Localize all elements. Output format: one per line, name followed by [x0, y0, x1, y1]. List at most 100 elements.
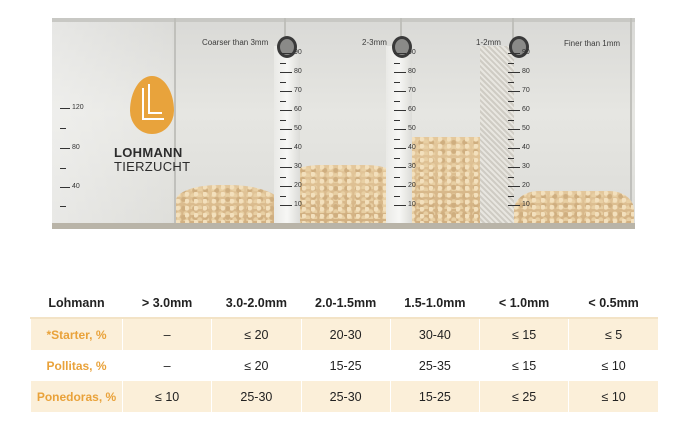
table-cell: ≤ 25 [478, 381, 569, 412]
scale-label: 70 [294, 87, 302, 94]
scale-minor-tick [508, 81, 514, 83]
compartment-label: 1-2mm [476, 38, 501, 47]
scale-minor-tick [508, 138, 514, 140]
row-label: *Starter, % [30, 318, 123, 350]
scale-label: 90 [408, 49, 416, 56]
measuring-tube-mesh [480, 46, 514, 223]
scale-label: 20 [408, 182, 416, 189]
scale-minor-tick [394, 157, 400, 159]
table-cell: 15-25 [389, 381, 480, 412]
scale-minor-tick [508, 119, 514, 121]
scale-tick [508, 110, 520, 111]
scale-tick [280, 110, 292, 111]
scale-minor-tick [508, 176, 514, 178]
column-header: Lohmann [30, 288, 123, 319]
table-cell: 30-40 [389, 318, 480, 350]
table-cell: 20-30 [300, 318, 391, 350]
scale-minor-tick [508, 62, 514, 64]
scale-tick [508, 186, 520, 187]
scale-minor-tick [508, 157, 514, 159]
table-cell: 25-30 [211, 381, 301, 412]
scale-tick [508, 129, 520, 130]
scale-tick [508, 72, 520, 73]
column-header: > 3.0mm [121, 288, 212, 319]
box-bottom-frame [52, 223, 635, 229]
scale-label: 50 [294, 125, 302, 132]
scale-tick [280, 53, 292, 54]
scale-label: 80 [294, 68, 302, 75]
table-row: Pollitas, % – ≤ 20 15-25 25-35 ≤ 15 ≤ 10 [30, 350, 658, 381]
table-cell: – [121, 350, 212, 381]
divider-wall [630, 18, 632, 229]
lohmann-logo-icon [130, 76, 174, 134]
table-cell: – [121, 318, 212, 350]
scale-tick [394, 129, 406, 130]
column-header: 2.0-1.5mm [300, 288, 391, 319]
scale-tick [508, 91, 520, 92]
compartment-label: Finer than 1mm [564, 39, 621, 48]
tube-handle-icon [392, 36, 412, 58]
scale-tick [394, 148, 406, 149]
table-cell: 15-25 [300, 350, 391, 381]
table-cell: 25-35 [389, 350, 480, 381]
table-cell: ≤ 10 [568, 350, 658, 381]
scale-tick [394, 186, 406, 187]
scale-label: 40 [408, 144, 416, 151]
scale-label: 70 [408, 87, 416, 94]
divider-wall [174, 18, 176, 229]
scale-tick [394, 72, 406, 73]
scale-label: 50 [522, 125, 530, 132]
table-cell: 25-30 [300, 381, 391, 412]
scale-minor-tick [394, 195, 400, 197]
compartment-label: Coarser than 3mm [202, 38, 269, 47]
row-label: Pollitas, % [30, 350, 123, 381]
scale-minor-tick [394, 138, 400, 140]
scale-minor-tick [280, 81, 286, 83]
scale-minor-tick [280, 100, 286, 102]
scale-tick [394, 205, 406, 206]
tube-handle-icon [509, 36, 529, 58]
scale-tick [280, 205, 292, 206]
scale-tick [394, 167, 406, 168]
column-header: < 1.0mm [478, 288, 569, 319]
feed-pile-fine [514, 191, 634, 223]
scale-label: 90 [294, 49, 302, 56]
scale-minor-tick [508, 100, 514, 102]
table-cell: ≤ 15 [478, 350, 569, 381]
scale-label: 70 [522, 87, 530, 94]
table-cell: ≤ 20 [211, 318, 301, 350]
scale-label: 30 [408, 163, 416, 170]
scale-label: 40 [522, 144, 530, 151]
scale-label: 90 [522, 49, 530, 56]
scale-minor-tick [394, 119, 400, 121]
scale-minor-tick [280, 119, 286, 121]
scale-label: 80 [522, 68, 530, 75]
particle-size-table: Lohmann > 3.0mm 3.0-2.0mm 2.0-1.5mm 1.5-… [30, 288, 658, 412]
feed-pile-2-3mm [284, 165, 402, 223]
table-cell: ≤ 10 [568, 381, 658, 412]
scale-label: 40 [294, 144, 302, 151]
column-header: < 0.5mm [568, 288, 658, 319]
scale-minor-tick [394, 176, 400, 178]
scale-label: 20 [522, 182, 530, 189]
scale-tick [280, 167, 292, 168]
scale-label: 20 [294, 182, 302, 189]
scale-tick [508, 167, 520, 168]
brand-subname: TIERZUCHT [114, 159, 191, 174]
scale-tick [280, 72, 292, 73]
tube-handle-icon [277, 36, 297, 58]
scale-label: 10 [408, 201, 416, 208]
table-row: *Starter, % – ≤ 20 20-30 30-40 ≤ 15 ≤ 5 [30, 318, 658, 350]
scale-tick [394, 91, 406, 92]
row-label: Ponedoras, % [30, 381, 123, 412]
table-cell: ≤ 10 [121, 381, 212, 412]
scale-label: 50 [408, 125, 416, 132]
table-cell: ≤ 20 [211, 350, 301, 381]
scale-minor-tick [394, 81, 400, 83]
scale-tick [280, 91, 292, 92]
table-cell: ≤ 15 [478, 318, 569, 350]
scale-tick [394, 53, 406, 54]
scale-tick [508, 205, 520, 206]
scale-label: 30 [294, 163, 302, 170]
scale-minor-tick [394, 62, 400, 64]
